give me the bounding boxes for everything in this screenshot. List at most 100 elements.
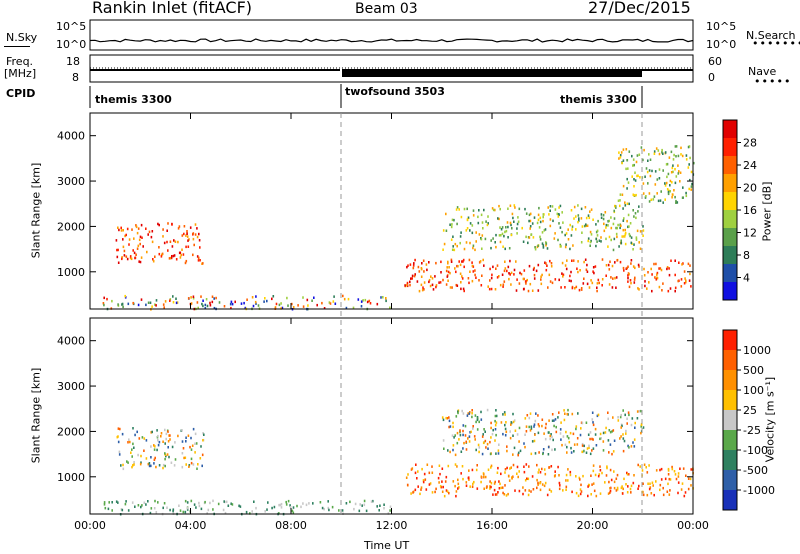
heatmap-cell xyxy=(609,487,611,490)
heatmap-cell xyxy=(409,263,412,266)
heatmap-cell xyxy=(414,488,417,492)
heatmap-cell xyxy=(610,276,612,279)
heatmap-cell xyxy=(650,198,653,201)
heatmap-cell xyxy=(504,247,506,251)
heatmap-cell xyxy=(689,264,691,267)
heatmap-cell xyxy=(103,303,105,307)
heatmap-cell xyxy=(581,421,584,425)
heatmap-cell xyxy=(280,302,282,305)
heatmap-cell xyxy=(687,477,690,480)
heatmap-cell xyxy=(160,432,163,435)
heatmap-cell xyxy=(564,286,566,289)
power-colorbar-swatch xyxy=(723,282,737,301)
heatmap-cell xyxy=(622,433,624,436)
heatmap-cell xyxy=(527,241,529,245)
heatmap-cell xyxy=(302,502,304,505)
heatmap-cell xyxy=(431,471,434,474)
heatmap-cell xyxy=(434,490,436,494)
heatmap-cell xyxy=(459,241,461,245)
heatmap-cell xyxy=(609,430,612,434)
heatmap-cell xyxy=(500,486,502,490)
heatmap-cell xyxy=(509,430,511,433)
heatmap-cell xyxy=(137,227,140,230)
heatmap-cell xyxy=(536,221,539,225)
velocity-colorbar-swatch xyxy=(723,490,737,511)
heatmap-cell xyxy=(632,193,635,196)
heatmap-cell xyxy=(334,302,337,305)
heatmap-cell xyxy=(531,475,534,478)
heatmap-cell xyxy=(162,228,164,231)
heatmap-cell xyxy=(651,169,653,173)
heatmap-cell xyxy=(547,286,549,289)
heatmap-cell xyxy=(599,437,601,441)
heatmap-cell xyxy=(628,225,630,228)
heatmap-cell xyxy=(502,245,504,248)
heatmap-cell xyxy=(153,448,156,451)
heatmap-cell xyxy=(187,434,190,437)
heatmap-cell xyxy=(251,510,253,513)
heatmap-cell xyxy=(481,221,484,224)
heatmap-cell xyxy=(579,269,581,272)
heatmap-cell xyxy=(478,261,481,264)
heatmap-cell xyxy=(548,466,550,469)
heatmap-cell xyxy=(688,279,691,282)
heatmap-cell xyxy=(120,508,123,511)
heatmap-cell xyxy=(617,199,620,202)
heatmap-cell xyxy=(168,455,170,459)
heatmap-cell xyxy=(167,440,170,443)
heatmap-cell xyxy=(619,204,621,208)
heatmap-cell xyxy=(135,225,138,229)
heatmap-cell xyxy=(378,509,380,512)
heatmap-cell xyxy=(543,468,546,471)
heatmap-cell xyxy=(565,479,567,482)
heatmap-cell xyxy=(500,228,503,231)
heatmap-cell xyxy=(124,234,126,238)
heatmap-cell xyxy=(589,437,591,441)
heatmap-cell xyxy=(640,423,643,426)
heatmap-cell xyxy=(478,420,480,424)
nsky-label: N.Sky xyxy=(6,31,38,44)
heatmap-cell xyxy=(205,298,208,301)
heatmap-cell xyxy=(625,148,628,151)
power-colorbar-swatch xyxy=(723,246,737,265)
heatmap-cell xyxy=(455,415,458,418)
nave-tick-low: 0 xyxy=(708,71,715,84)
heatmap-cell xyxy=(447,449,449,452)
velocity-colorbar-swatch xyxy=(723,330,737,351)
heatmap-cell xyxy=(627,265,629,268)
heatmap-cell xyxy=(597,219,599,223)
heatmap-cell xyxy=(591,483,593,486)
heatmap-cell xyxy=(451,218,454,222)
heatmap-cell xyxy=(184,456,187,459)
heatmap-cell xyxy=(203,433,205,436)
heatmap-cell xyxy=(300,505,302,509)
heatmap-cell xyxy=(504,434,507,437)
heatmap-cell xyxy=(627,225,629,229)
heatmap-cell xyxy=(689,477,692,481)
heatmap-cell xyxy=(637,210,639,213)
heatmap-cell xyxy=(596,240,598,243)
heatmap-cell xyxy=(651,481,654,484)
heatmap-cell xyxy=(286,296,288,300)
heatmap-cell xyxy=(533,439,536,443)
heatmap-cell xyxy=(194,442,196,445)
velocity-colorbar-swatch xyxy=(723,470,737,491)
heatmap-cell xyxy=(538,206,540,210)
heatmap-cell xyxy=(157,439,159,442)
heatmap-cell xyxy=(597,413,600,417)
heatmap-cell xyxy=(601,258,604,261)
heatmap-cell xyxy=(677,164,679,167)
heatmap-cell xyxy=(664,184,667,187)
heatmap-cell xyxy=(449,286,452,289)
heatmap-cell xyxy=(187,297,190,300)
heatmap-cell xyxy=(664,182,666,185)
heatmap-cell xyxy=(512,216,514,220)
heatmap-cell xyxy=(554,418,557,421)
heatmap-cell xyxy=(636,417,639,420)
heatmap-cell xyxy=(134,505,136,508)
heatmap-cell xyxy=(660,268,663,272)
heatmap-cell xyxy=(179,509,182,512)
heatmap-cell xyxy=(580,490,583,493)
heatmap-cell xyxy=(643,267,645,271)
heatmap-cell xyxy=(213,297,215,300)
